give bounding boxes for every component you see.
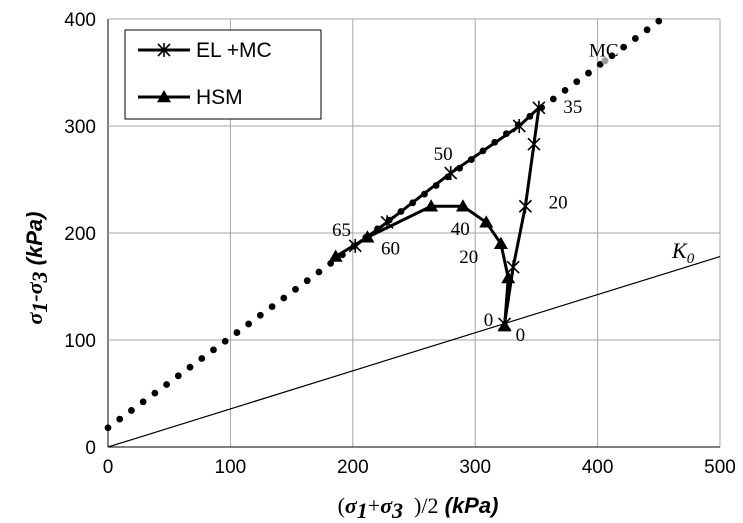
mc-line-dot xyxy=(174,372,182,380)
mc-line-dot xyxy=(292,285,299,293)
point-el-mc xyxy=(506,260,520,275)
legend-triangle-icon xyxy=(157,90,171,103)
annotation-label: 20 xyxy=(549,192,568,213)
mc-line-dot xyxy=(221,337,229,345)
legend-label-el-mc: EL +MC xyxy=(196,39,272,62)
mc-line-dot xyxy=(620,43,628,51)
mc-line-dot xyxy=(128,407,135,414)
point-hsm xyxy=(493,236,508,249)
point-hsm xyxy=(360,230,375,243)
point-hsm xyxy=(328,249,343,262)
point-hsm xyxy=(501,270,516,284)
legend: EL +MC HSM xyxy=(124,29,322,120)
series-line-hsm xyxy=(334,204,510,327)
point-hsm xyxy=(455,199,470,212)
x-axis-title: (σ1+σ3 )/2 (kPa) xyxy=(338,493,499,523)
k0-label: K0 xyxy=(671,238,695,267)
point-hsm xyxy=(424,199,439,212)
mc-line-dot xyxy=(163,381,170,388)
point-el-mc xyxy=(518,199,532,214)
mc-line-dot xyxy=(104,424,112,432)
annotation-label: 35 xyxy=(563,97,582,118)
mc-line-dot xyxy=(198,355,206,362)
mc-line-dot xyxy=(608,52,616,60)
y-tick-label: 200 xyxy=(64,224,96,245)
mc-line-dot xyxy=(643,26,651,34)
annotation-label: 0 xyxy=(484,310,494,331)
legend-label-hsm: HSM xyxy=(196,86,243,109)
point-el-mc xyxy=(532,100,546,115)
mc-line-dot xyxy=(655,17,663,25)
legend-asterisk-icon xyxy=(157,43,171,57)
mc-line-dot xyxy=(315,268,323,276)
mc-line-dot xyxy=(585,69,592,77)
x-tick-label: 100 xyxy=(215,457,247,478)
mc-line-dot xyxy=(139,398,147,406)
y-tick-label: 400 xyxy=(64,10,96,31)
annotation-label: 20 xyxy=(459,247,478,268)
annotation-label: 40 xyxy=(451,219,470,240)
point-el-mc xyxy=(527,137,541,152)
x-tick-label: 300 xyxy=(459,457,491,478)
mc-line-dot xyxy=(549,95,557,103)
legend-box xyxy=(124,29,322,120)
x-tick-label: 200 xyxy=(337,457,369,478)
mc-line-dot xyxy=(303,277,311,285)
point-el-mc xyxy=(512,119,526,133)
annotation-label: 0 xyxy=(516,325,526,346)
mc-line-dot xyxy=(573,78,581,86)
legend-marker-asterisk xyxy=(157,43,171,57)
mc-line-dot xyxy=(631,35,639,42)
legend-marker-triangle xyxy=(157,90,171,103)
point-el-mc xyxy=(444,166,458,181)
annotation-label: MC xyxy=(589,40,619,61)
series-layer xyxy=(328,100,546,332)
mc-line-dot xyxy=(151,389,159,397)
series-line-el-mc xyxy=(354,106,541,325)
y-axis-title: σ1-σ3 (kPa) xyxy=(22,212,52,325)
y-tick-label: 0 xyxy=(85,438,96,459)
x-tick-label: 400 xyxy=(582,457,614,478)
mc-line-dot xyxy=(245,320,253,328)
mc-gray-dot xyxy=(601,57,609,65)
annotation-label: 65 xyxy=(332,220,351,241)
mc-line-dot xyxy=(256,311,264,319)
annotations: MC 35 50 40 20 65 60 20 0 0 xyxy=(332,40,619,346)
k0-line xyxy=(107,255,721,448)
y-tick-label: 100 xyxy=(64,331,96,352)
mc-line-dot xyxy=(210,346,217,354)
x-tick-label: 500 xyxy=(704,457,736,478)
annotation-label: 60 xyxy=(381,238,400,259)
y-tick-label: 300 xyxy=(64,117,96,138)
point-hsm xyxy=(497,319,512,332)
point-hsm xyxy=(479,215,494,228)
mc-line-dot xyxy=(280,294,288,302)
annotation-label: 50 xyxy=(434,144,453,165)
mc-line-dot xyxy=(268,303,276,311)
mc-line-dot xyxy=(186,363,194,371)
mc-line-dot xyxy=(596,60,604,68)
x-tick-label: 0 xyxy=(103,457,114,478)
mc-line-dot xyxy=(233,329,241,336)
mc-line-dot xyxy=(561,86,569,94)
mc-line-dot xyxy=(116,415,124,423)
